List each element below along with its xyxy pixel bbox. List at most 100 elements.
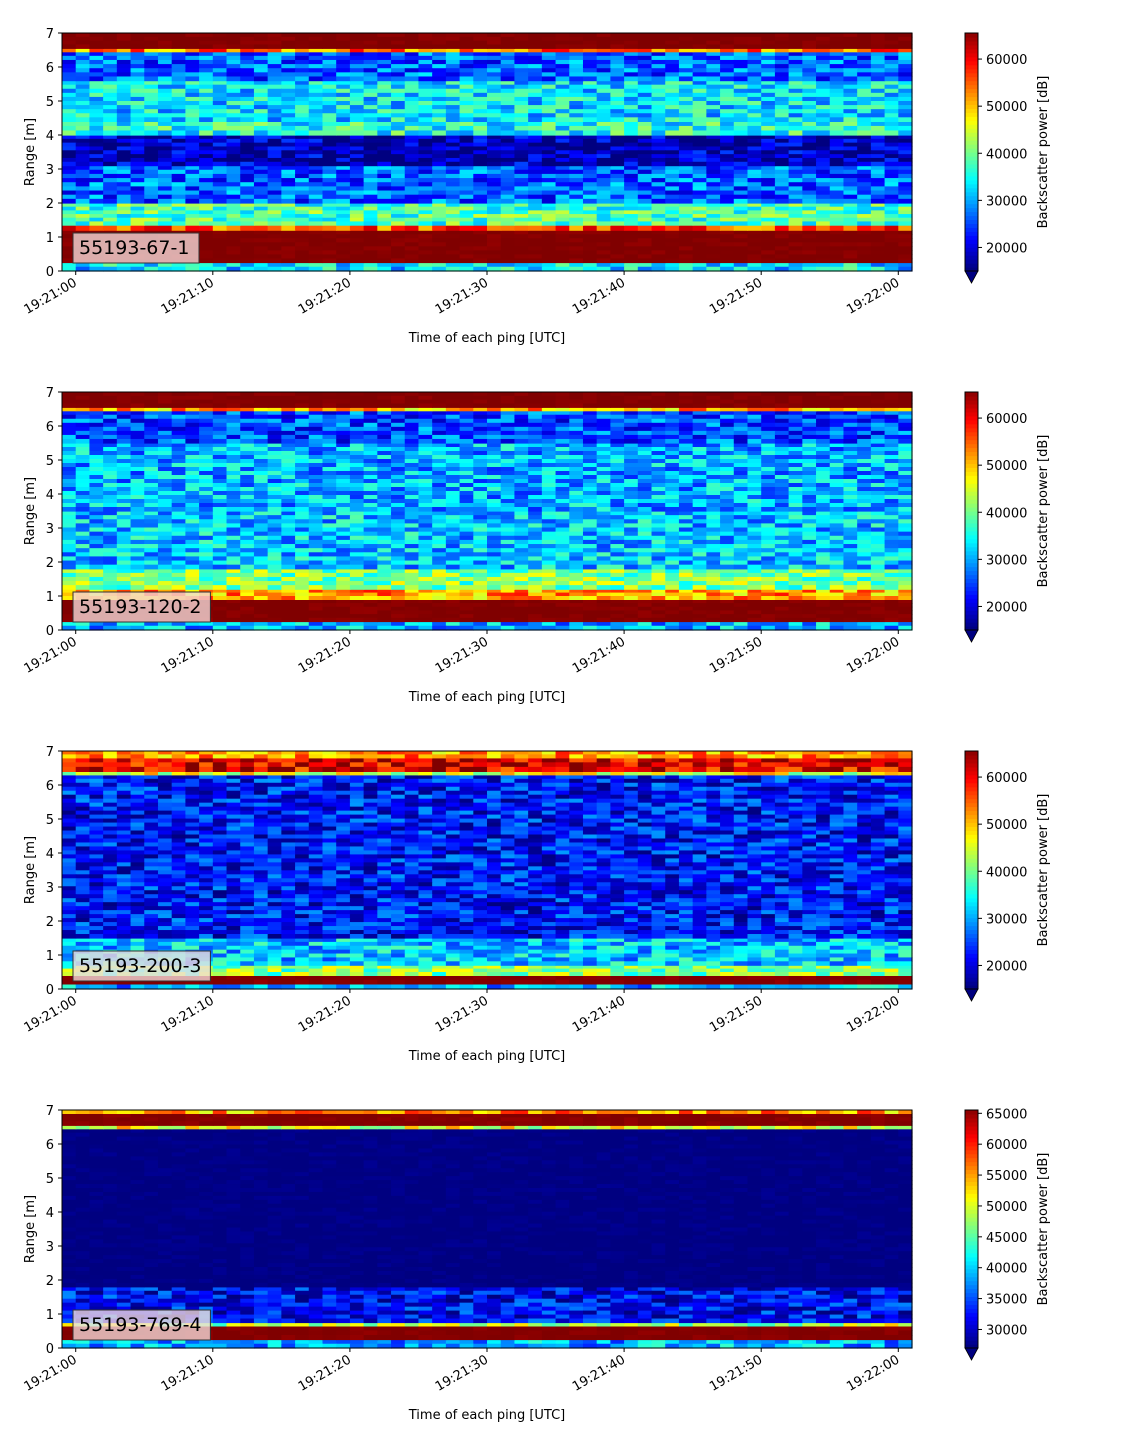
heatmap-cell [349,130,365,136]
heatmap-cell [624,130,639,136]
heatmap-cell [500,576,516,582]
heatmap-cell [555,617,570,623]
heatmap-cell [761,68,776,73]
heatmap-cell [336,214,351,219]
heatmap-cell [459,92,474,98]
heatmap-cell [500,92,516,98]
heatmap-cell [62,568,77,574]
heatmap-cell [185,59,200,65]
heatmap-cell [720,84,735,90]
heatmap-cell [651,72,666,78]
heatmap-cell [75,210,91,215]
heatmap-cell [898,242,913,247]
heatmap-cell [624,105,639,110]
heatmap-cell [651,105,666,110]
heatmap-cell [829,254,845,260]
colorbar-segment [965,40,978,46]
heatmap-cell [89,121,104,127]
heatmap-cell [569,234,584,239]
heatmap-cell [295,203,310,208]
heatmap-cell [857,194,872,200]
heatmap-cell [829,154,845,159]
heatmap-cell [665,585,680,590]
heatmap-cell [692,225,707,231]
heatmap-cell [665,117,680,122]
heatmap-cell [212,44,228,49]
heatmap-cell [747,190,762,196]
heatmap-cell [89,173,104,179]
heatmap-cell [295,238,310,243]
heatmap-cell [870,113,886,118]
heatmap-cell [624,581,639,586]
heatmap-cell [62,173,77,179]
heatmap-cell [692,230,707,235]
heatmap-cell [267,230,282,235]
heatmap-cell [432,84,447,90]
heatmap-cell [363,44,378,49]
heatmap-cell [445,150,461,155]
heatmap-cell [473,523,488,529]
heatmap-cell [62,130,77,136]
heatmap-cell [212,113,228,118]
heatmap-cell [253,161,269,167]
heatmap-cell [144,72,159,78]
heatmap-cell [103,157,118,163]
heatmap-cell [445,138,461,144]
heatmap-cell [665,142,680,148]
heatmap-cell [363,142,378,148]
heatmap-cell [651,238,666,243]
heatmap-cell [637,55,653,61]
heatmap-cell [870,225,886,231]
heatmap-cell [843,138,858,144]
heatmap-cell [240,198,255,204]
heatmap-cell [637,88,653,94]
heatmap-cell [363,614,378,619]
heatmap-cell [898,592,913,597]
heatmap-cell [788,135,803,140]
heatmap-cell [212,217,228,223]
heatmap-cell [281,84,296,90]
heatmap-cell [884,59,899,65]
heatmap-cell [514,221,529,226]
heatmap-cell [870,198,886,204]
heatmap-cell [308,169,324,175]
heatmap-cell [843,121,858,127]
heatmap-cell [829,221,845,226]
heatmap-cell [514,217,529,223]
heatmap-cell [116,576,132,582]
heatmap-cell [171,84,186,90]
heatmap-cell [212,40,228,46]
heatmap-cell [651,266,666,272]
heatmap-cell [528,258,543,264]
heatmap-cell [116,33,132,38]
heatmap-cell [582,36,598,42]
heatmap-cell [281,113,296,118]
heatmap-cell [103,76,118,82]
heatmap-cell [747,266,762,272]
heatmap-cell [843,109,858,114]
heatmap-cell [308,246,324,251]
heatmap-cell [116,182,132,187]
heatmap-cell [555,610,570,615]
heatmap-cell [678,142,694,148]
heatmap-cell [253,169,269,175]
heatmap-cell [720,36,735,42]
heatmap-cell [473,125,488,132]
heatmap-cell [171,88,186,94]
heatmap-cell [569,596,584,600]
heatmap-cell [596,173,611,179]
heatmap-image [62,33,913,272]
heatmap-cell [62,109,77,114]
heatmap-cell [185,194,200,200]
heatmap-cell [199,568,214,574]
heatmap-cell [541,146,557,151]
heatmap-cell [569,146,584,151]
heatmap-cell [774,161,790,167]
heatmap-cell [692,44,707,49]
heatmap-cell [898,135,913,140]
heatmap-cell [363,55,378,61]
heatmap-cell [706,585,721,590]
heatmap-cell [514,210,529,215]
heatmap-cell [473,250,488,256]
heatmap-cell [253,596,269,600]
